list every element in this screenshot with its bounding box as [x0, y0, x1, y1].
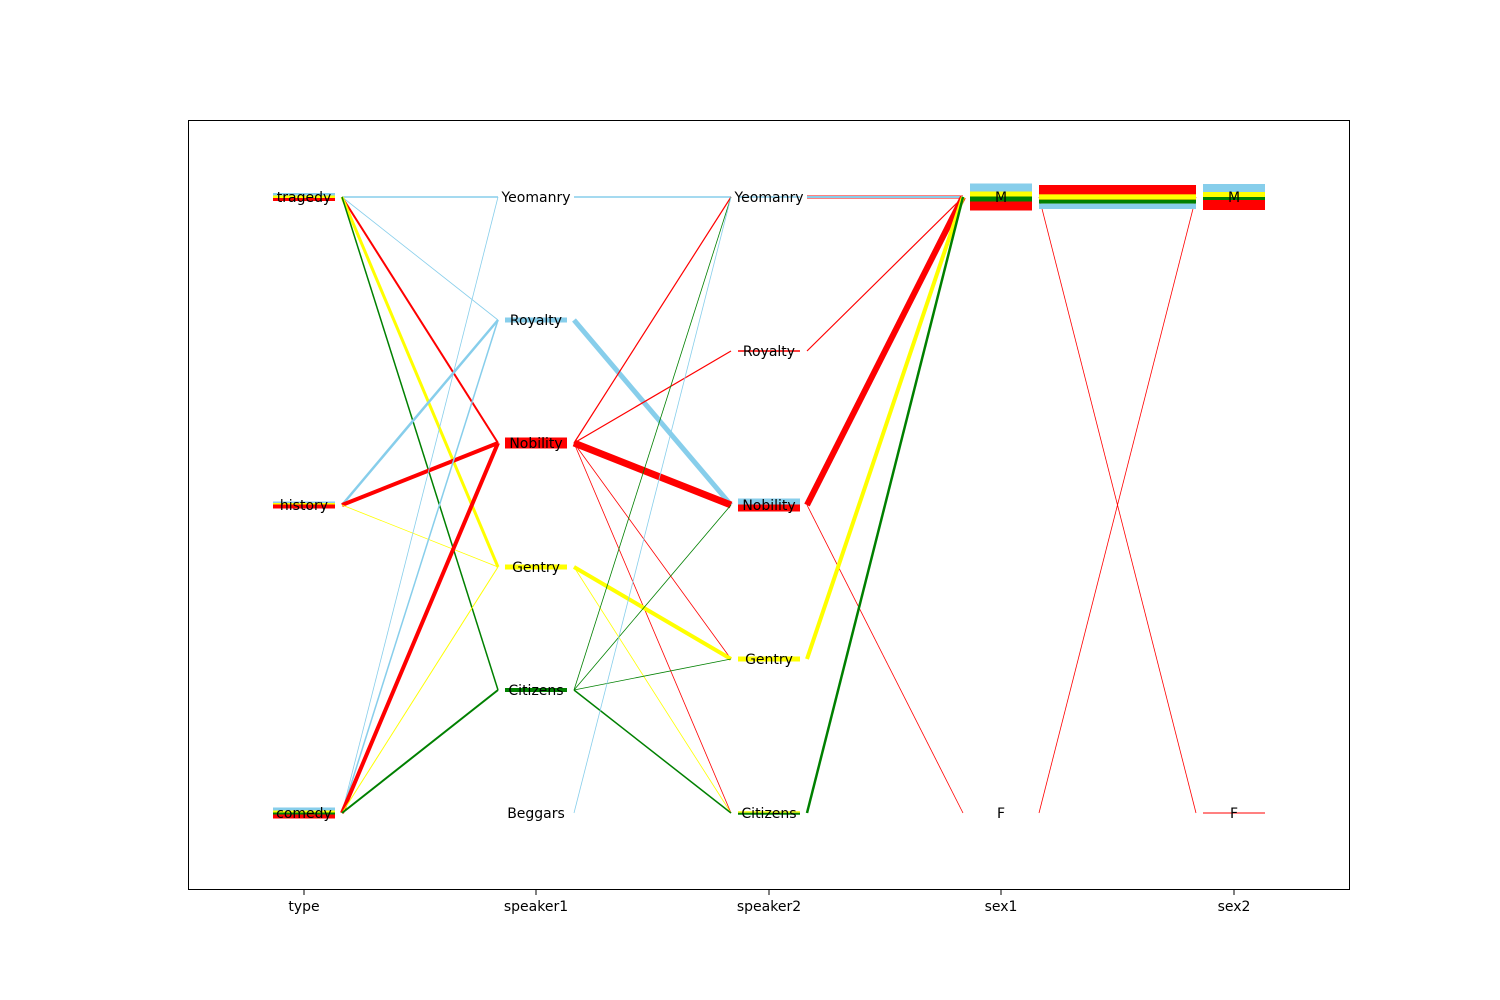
node-bar-speaker2-citizens-gentry: [738, 811, 800, 813]
axis-label-sex1: sex1: [985, 899, 1018, 915]
node-bar-sex1-m-citizens: [970, 196, 1032, 202]
node-label-speaker2-yeomanry: Yeomanry: [733, 190, 803, 206]
node-label-type-tragedy: tragedy: [277, 190, 332, 206]
node-bar-speaker2-nobility-royalty: [738, 498, 800, 505]
node-bar-sex2-f-nobility: [1203, 812, 1265, 814]
flow-nobility-to-royalty: [573, 350, 732, 444]
flow-comedy-to-nobility: [340, 442, 500, 814]
flow-history-to-royalty: [341, 319, 499, 506]
flow-beggars-to-yeomanry: [573, 196, 732, 814]
flow-comedy-to-citizens: [341, 689, 499, 814]
node-label-speaker1-nobility: Nobility: [509, 436, 562, 452]
node-bar-sex2-m-citizens: [1203, 197, 1265, 200]
flow-nobility-to-citizens: [573, 442, 732, 814]
flow-citizens-to-gentry: [573, 658, 732, 691]
bundle-band-citizens: [1039, 199, 1196, 204]
node-label-speaker1-yeomanry: Yeomanry: [500, 190, 570, 206]
node-bar-sex1-m-royalty: [970, 183, 1032, 192]
node-bar-type-comedy-nobility: [273, 814, 335, 819]
node-label-sex1-f: F: [997, 806, 1005, 822]
flow-citizens-to-m: [805, 196, 965, 814]
sex1-sex2-bundle: [1039, 185, 1196, 209]
node-bar-speaker2-yeomanry-royalty: [738, 196, 800, 198]
node-bar-speaker2-gentry-gentry: [738, 656, 800, 662]
node-bars: [273, 183, 1265, 819]
node-bar-type-comedy-royalty: [273, 807, 335, 811]
node-label-type-comedy: comedy: [276, 806, 332, 822]
flow-citizens-to-citizens: [573, 689, 732, 814]
node-bar-sex2-m-gentry: [1203, 192, 1265, 197]
node-label-speaker2-nobility: Nobility: [742, 498, 795, 514]
axis-label-sex2: sex2: [1218, 899, 1251, 915]
node-bar-speaker1-citizens-citizens: [505, 688, 567, 692]
node-bar-type-history-nobility: [273, 504, 335, 509]
flow-royalty-to-nobility: [572, 318, 733, 507]
node-bar-speaker1-royalty-royalty: [505, 317, 567, 323]
flow-tragedy-to-gentry: [340, 196, 500, 568]
node-bar-type-tragedy-gentry: [273, 195, 335, 198]
node-bar-type-history-gentry: [273, 503, 335, 505]
node-label-type-history: history: [280, 498, 328, 514]
flow-tragedy-to-nobility: [341, 196, 499, 444]
flow-citizens-to-nobility: [573, 504, 732, 691]
node-bar-speaker1-gentry-gentry: [505, 564, 567, 570]
axis-label-speaker2: speaker2: [737, 899, 801, 915]
flow-gentry-to-gentry: [572, 565, 733, 661]
node-label-speaker1-royalty: Royalty: [510, 313, 562, 329]
flow-tragedy-to-citizens: [341, 196, 499, 691]
node-bar-sex2-m-royalty: [1203, 184, 1265, 192]
plot-frame: [188, 120, 1350, 890]
node-bar-speaker2-citizens-citizens: [738, 812, 800, 815]
node-bar-type-history-royalty: [273, 501, 335, 503]
flow-comedy-to-gentry: [341, 566, 499, 814]
node-label-sex2-f: F: [1230, 806, 1238, 822]
flow-f-to-m: [1038, 196, 1197, 814]
flow-nobility-to-m: [804, 195, 966, 507]
flow-gentry-to-citizens: [573, 566, 732, 814]
node-label-speaker2-gentry: Gentry: [745, 652, 793, 668]
node-labels: tragedy history comedy Yeomanry Royalty Nobil…: [276, 190, 1240, 822]
node-label-speaker1-gentry: Gentry: [512, 560, 560, 576]
node-bar-speaker1-nobility-nobility: [505, 437, 567, 449]
axis-label-speaker1: speaker1: [504, 899, 568, 915]
node-bar-sex1-m-nobility: [970, 201, 1032, 211]
node-bar-sex2-m-nobility: [1203, 200, 1265, 210]
flow-royalty-to-m: [806, 196, 964, 352]
axis-label-type: type: [288, 899, 319, 915]
flow-history-to-gentry: [341, 504, 499, 568]
node-bar-sex1-m-gentry: [970, 191, 1032, 197]
flow-citizens-to-yeomanry: [573, 196, 732, 691]
flow-comedy-to-yeomanry: [341, 196, 499, 814]
flow-tragedy-to-royalty: [341, 196, 499, 321]
flow-nobility-to-gentry: [573, 442, 732, 660]
flow-gentry-to-m: [805, 196, 965, 660]
flow-history-to-nobility: [341, 441, 499, 507]
node-bar-speaker2-nobility-nobility: [738, 504, 800, 512]
axis-labels: type speaker1 speaker2 sex1 sex2: [288, 890, 1250, 915]
bundle-band-nobility: [1039, 185, 1196, 195]
node-bar-speaker2-royalty-nobility: [738, 350, 800, 352]
node-label-sex2-m: M: [1228, 190, 1240, 206]
node-label-speaker1-citizens: Citizens: [508, 683, 563, 699]
node-bar-type-comedy-gentry: [273, 810, 335, 813]
flow-nobility-to-f: [806, 504, 964, 814]
bundle-band-royalty: [1039, 203, 1196, 209]
flow-nobility-to-yeomanry: [573, 196, 732, 444]
flow-nobility-to-nobility: [572, 439, 733, 509]
bundle-band-gentry: [1039, 194, 1196, 200]
node-label-speaker2-royalty: Royalty: [743, 344, 795, 360]
node-bar-type-tragedy-royalty: [273, 193, 335, 196]
node-label-sex1-m: M: [995, 190, 1007, 206]
node-label-speaker2-citizens: Citizens: [741, 806, 796, 822]
flow-comedy-to-royalty: [341, 319, 499, 814]
node-bar-type-tragedy-nobility: [273, 198, 335, 201]
node-label-speaker1-beggars: Beggars: [507, 806, 565, 822]
node-bar-type-comedy-citizens: [273, 812, 335, 815]
